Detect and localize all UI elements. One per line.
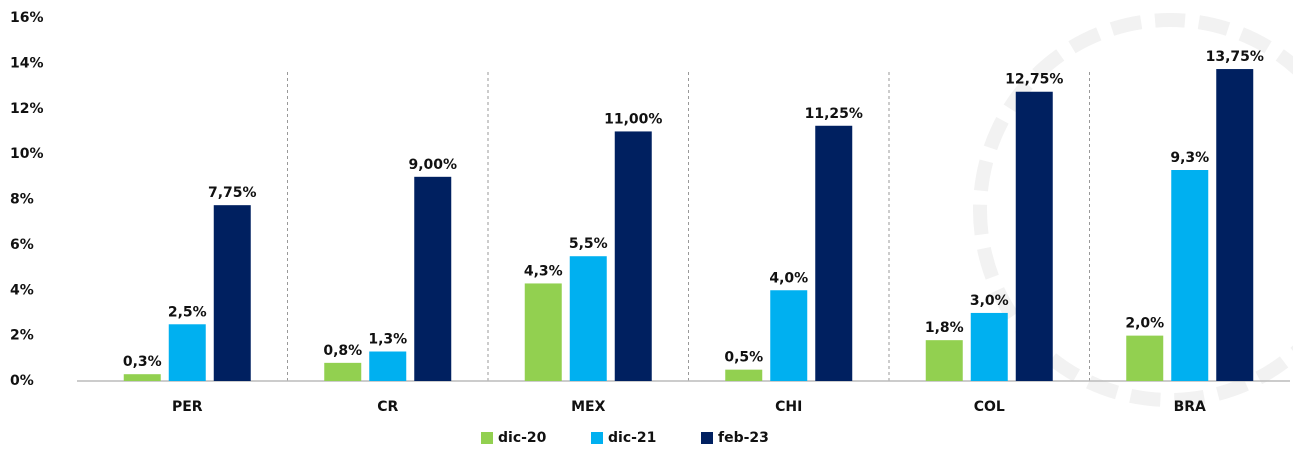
bar [725, 369, 763, 381]
bar [815, 125, 853, 381]
bar [369, 351, 407, 381]
bar [168, 324, 206, 381]
legend-swatch [701, 432, 713, 444]
value-label: 11,00% [604, 111, 662, 127]
y-tick-label: 10% [10, 146, 44, 162]
bar [1015, 91, 1053, 381]
value-label: 13,75% [1206, 49, 1264, 65]
value-label: 4,3% [524, 263, 563, 279]
value-label: 2,5% [168, 304, 207, 320]
value-label: 0,5% [724, 350, 763, 366]
value-label: 2,0% [1125, 316, 1164, 332]
bar [1216, 69, 1254, 381]
x-tick-label: PER [172, 399, 203, 415]
bar [1126, 335, 1164, 381]
bar [970, 312, 1008, 381]
value-label: 5,5% [569, 236, 608, 252]
value-label: 0,8% [323, 343, 362, 359]
x-tick-label: CR [377, 399, 398, 415]
y-tick-label: 16% [10, 10, 44, 26]
legend-swatch [591, 432, 603, 444]
bar [925, 340, 963, 381]
y-tick-label: 0% [10, 373, 34, 389]
bar [1171, 170, 1209, 381]
x-tick-label: BRA [1174, 399, 1206, 415]
bar [524, 283, 562, 381]
value-label: 0,3% [123, 354, 162, 370]
value-label: 9,3% [1170, 150, 1209, 166]
x-tick-label: MEX [571, 399, 605, 415]
value-label: 4,0% [769, 270, 808, 286]
legend-label: dic-20 [498, 430, 547, 446]
y-tick-label: 6% [10, 237, 34, 253]
bar [414, 176, 452, 381]
value-label: 1,8% [925, 320, 964, 336]
x-tick-label: CHI [775, 399, 802, 415]
bar [213, 205, 251, 381]
y-tick-label: 2% [10, 328, 34, 344]
value-label: 12,75% [1005, 72, 1063, 88]
value-label: 11,25% [805, 106, 863, 122]
value-label: 1,3% [368, 332, 407, 348]
bar [123, 374, 161, 381]
bar [324, 362, 362, 381]
bar [614, 131, 652, 381]
legend-label: feb-23 [718, 430, 769, 446]
bar [569, 256, 607, 381]
y-tick-label: 14% [10, 55, 44, 71]
legend-swatch [481, 432, 493, 444]
value-label: 9,00% [408, 157, 457, 173]
x-tick-label: COL [974, 399, 1005, 415]
watermark [973, 13, 1293, 407]
bar [770, 290, 808, 381]
y-tick-label: 8% [10, 192, 34, 208]
legend-label: dic-21 [608, 430, 656, 446]
value-label: 7,75% [208, 185, 257, 201]
y-tick-label: 12% [10, 101, 44, 117]
value-label: 3,0% [970, 293, 1009, 309]
y-tick-label: 4% [10, 282, 34, 298]
